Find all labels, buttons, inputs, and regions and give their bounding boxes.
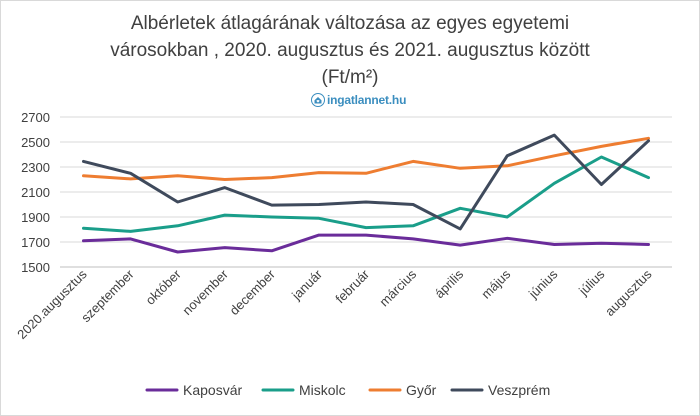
y-tick-label: 1900	[21, 210, 50, 225]
chart-title: Albérletek átlagárának változása az egye…	[0, 10, 700, 91]
chart-title-line-3: (Ft/m²)	[321, 67, 379, 88]
series-line-kaposvár	[82, 233, 650, 254]
legend-label: Kaposvár	[183, 382, 242, 398]
legend-item: Győr	[368, 382, 437, 398]
x-tick-label: február	[332, 266, 372, 306]
x-tick-label: július	[575, 266, 608, 299]
legend-item: Veszprém	[450, 382, 550, 398]
chart-title-line-2: városokban , 2020. augusztus és 2021. au…	[110, 40, 590, 61]
y-tick-label: 1500	[21, 260, 50, 275]
house-heart-icon	[311, 93, 325, 107]
chart-title-line-1: Albérletek átlagárának változása az egye…	[130, 13, 570, 34]
brand-logo: ingatlannet.hu	[311, 91, 406, 109]
grid-lines	[60, 116, 672, 268]
x-tick-label: október	[143, 266, 185, 308]
series-line-miskolc	[82, 155, 650, 233]
x-tick-label: március	[376, 266, 419, 309]
series-lines	[82, 133, 650, 254]
legend: Kaposvár Miskolc Győr Veszprém	[145, 382, 550, 398]
x-tick-label: augusztus	[602, 266, 655, 319]
y-tick-label: 2500	[21, 135, 50, 150]
y-tick-label: 2100	[21, 185, 50, 200]
x-tick-label: november	[179, 266, 231, 318]
x-tick-label: december	[226, 266, 278, 318]
x-tick-label: június	[525, 266, 561, 302]
legend-item: Kaposvár	[145, 382, 242, 398]
legend-item: Miskolc	[261, 382, 346, 398]
legend-label: Miskolc	[299, 382, 346, 398]
brand-logo-text: ingatlannet.hu	[327, 93, 407, 107]
y-tick-label: 2700	[21, 110, 50, 125]
x-tick-label: január	[288, 266, 325, 303]
x-tick-label: április	[432, 266, 467, 301]
y-axis-labels: 1500 1700 1900 2100 2300 2500 2700	[21, 110, 50, 275]
series-line-veszprém	[82, 133, 650, 231]
y-tick-label: 1700	[21, 235, 50, 250]
y-tick-label: 2300	[21, 160, 50, 175]
legend-label: Győr	[406, 382, 437, 398]
x-tick-label: május	[478, 266, 513, 301]
x-tick-label: 2020.augusztus	[14, 266, 90, 342]
series-line-győr	[82, 136, 650, 181]
legend-label: Veszprém	[488, 382, 550, 398]
